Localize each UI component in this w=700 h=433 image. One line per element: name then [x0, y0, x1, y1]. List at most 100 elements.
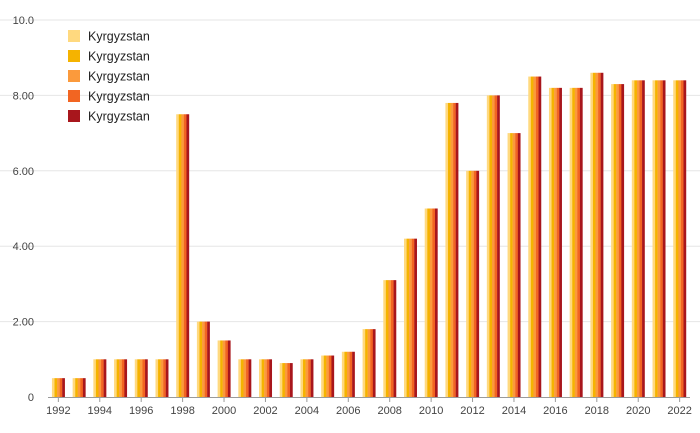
bar: [636, 80, 640, 397]
bar: [590, 72, 594, 397]
bar: [310, 359, 314, 397]
bar: [517, 133, 521, 397]
bar: [530, 76, 534, 398]
bar: [259, 359, 262, 397]
bar: [427, 208, 430, 397]
bar: [497, 95, 500, 398]
legend-swatch: [68, 90, 80, 102]
bar: [80, 378, 84, 397]
bar: [158, 359, 161, 397]
bar: [491, 95, 495, 398]
bar: [528, 76, 531, 398]
bar: [207, 321, 210, 397]
legend-swatch: [68, 50, 80, 62]
bar: [409, 238, 412, 397]
bar: [284, 363, 288, 397]
bar: [93, 359, 97, 397]
bar: [72, 378, 76, 397]
bar: [124, 359, 128, 397]
legend-label: Kyrgyzstan: [88, 70, 150, 84]
bar: [82, 378, 86, 397]
bar: [243, 359, 247, 397]
bar: [453, 102, 456, 397]
bar: [471, 170, 474, 397]
bar: [323, 355, 327, 397]
bar: [321, 355, 324, 397]
x-tick-label: 2020: [626, 405, 650, 417]
bar: [352, 351, 355, 397]
bar: [101, 359, 104, 397]
gridlines: [0, 19, 700, 323]
bar: [621, 84, 625, 397]
x-tick-label: 1998: [170, 405, 194, 417]
bar: [114, 359, 117, 397]
bar: [261, 359, 265, 397]
bar: [533, 76, 537, 398]
bars: [51, 72, 687, 398]
y-tick-label: 10.0: [13, 15, 34, 27]
bar: [388, 280, 392, 397]
bar: [196, 321, 200, 397]
x-axis: [48, 397, 690, 402]
legend-swatch: [68, 70, 80, 82]
bar: [429, 208, 433, 397]
bar: [611, 84, 614, 397]
bar: [551, 87, 555, 398]
bar: [424, 208, 428, 397]
bar: [95, 359, 99, 397]
bar: [538, 76, 542, 398]
legend-label: Kyrgyzstan: [88, 50, 150, 64]
bar: [199, 321, 203, 397]
bar: [204, 321, 208, 397]
bar: [404, 238, 407, 397]
bar: [489, 95, 493, 398]
x-tick-label: 2002: [253, 405, 277, 417]
bar: [238, 359, 242, 397]
bar: [657, 80, 661, 397]
bar: [631, 80, 635, 397]
bar: [248, 359, 252, 397]
bar: [269, 359, 273, 397]
bar: [486, 95, 490, 398]
bar: [473, 170, 477, 397]
bar: [660, 80, 663, 397]
legend-swatch: [68, 110, 80, 122]
x-axis-ticks: 1992 1994 1996 1998 2000 2002 2004 2006 2008 2010…: [46, 405, 692, 417]
bar: [145, 359, 148, 397]
legend-swatch: [68, 30, 80, 42]
bar: [393, 280, 397, 397]
bar: [186, 114, 190, 397]
bar: [411, 238, 415, 397]
bar: [266, 359, 270, 397]
bar: [279, 363, 283, 397]
x-tick-label: 2012: [460, 405, 484, 417]
bar: [634, 80, 638, 397]
bar: [134, 359, 138, 397]
legend-label: Kyrgyzstan: [88, 30, 150, 44]
x-tick-label: 2006: [336, 405, 360, 417]
bar: [155, 359, 159, 397]
x-tick-label: 2000: [212, 405, 236, 417]
bar: [119, 359, 122, 397]
bar: [385, 280, 389, 397]
bar: [414, 238, 417, 397]
bar: [103, 359, 107, 397]
bar: [455, 102, 459, 397]
bar: [616, 84, 619, 397]
x-tick-label: 2014: [502, 405, 526, 417]
bar: [308, 359, 311, 397]
bar: [62, 378, 65, 397]
bar: [344, 351, 348, 397]
bar: [510, 133, 513, 397]
bar: [595, 72, 599, 397]
bar: [370, 329, 373, 397]
bar: [54, 378, 58, 397]
bar: [613, 84, 617, 397]
bar: [618, 84, 622, 397]
bar: [466, 170, 469, 397]
y-tick-label: 6.00: [13, 166, 34, 178]
bar: [642, 80, 645, 397]
bar: [554, 87, 557, 398]
bar: [240, 359, 244, 397]
bar: [535, 76, 539, 398]
